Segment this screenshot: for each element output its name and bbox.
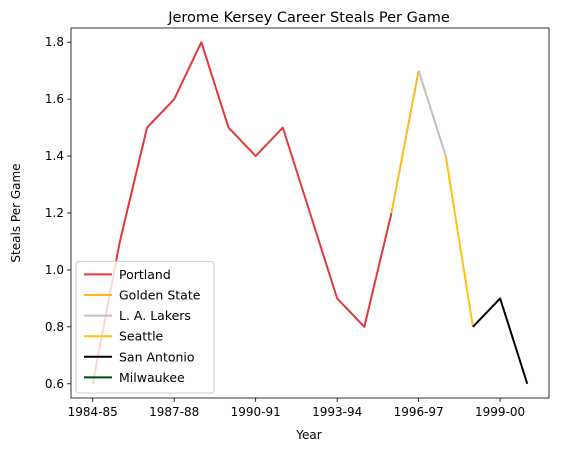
- x-tick-label: 1987-88: [149, 405, 199, 419]
- series-line-san-antonio: [472, 297, 529, 385]
- legend-label: Golden State: [119, 288, 201, 303]
- y-axis-label: Steals Per Game: [9, 163, 23, 262]
- x-tick-label: 1990-91: [231, 405, 281, 419]
- x-tick-label: 1996-97: [394, 405, 444, 419]
- y-tick-label: 1.8: [45, 35, 64, 49]
- y-tick-label: 1.6: [45, 92, 64, 106]
- x-tick-label: 1993-94: [312, 405, 362, 419]
- x-tick-label: 1999-00: [475, 405, 525, 419]
- legend-label: Milwaukee: [119, 370, 185, 385]
- y-tick-label: 0.6: [45, 377, 64, 391]
- y-axis-ticks: 0.6 0.8 1.0 1.2 1.4 1.6 1.8: [45, 35, 71, 391]
- x-axis-label: Year: [295, 428, 321, 442]
- legend: Portland Golden State L. A. Lakers Seattle S…: [75, 260, 215, 394]
- y-tick-label: 1.2: [45, 206, 64, 220]
- x-tick-label: 1984-85: [68, 405, 118, 419]
- chart-title: Jerome Kersey Career Steals Per Game: [167, 10, 450, 26]
- legend-label: L. A. Lakers: [119, 308, 191, 323]
- series-line-portland: [91, 41, 393, 384]
- series-line-seattle: [444, 155, 474, 328]
- y-tick-label: 1.0: [45, 263, 64, 277]
- y-tick-label: 1.4: [45, 149, 64, 163]
- series-line-l-a-lakers: [417, 70, 447, 157]
- series-layer: [91, 41, 529, 385]
- series-line-golden-state: [390, 70, 420, 214]
- y-tick-label: 0.8: [45, 320, 64, 334]
- x-axis-ticks: 1984-85 1987-88 1990-91 1993-94 1996-97 1999-…: [68, 398, 525, 419]
- legend-label: San Antonio: [119, 349, 195, 364]
- legend-label: Seattle: [119, 329, 164, 344]
- legend-label: Portland: [119, 267, 171, 282]
